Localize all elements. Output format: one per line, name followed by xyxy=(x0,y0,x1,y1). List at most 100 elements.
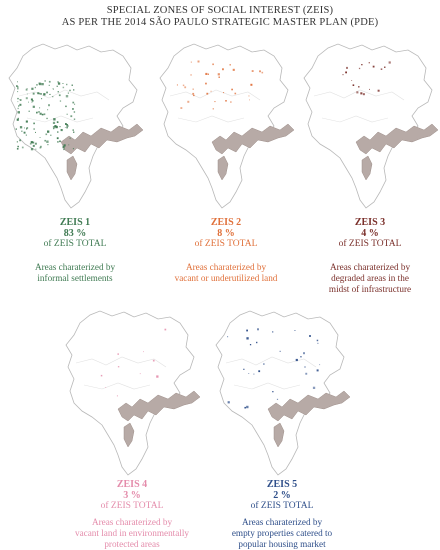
zeis-name: ZEIS 5 xyxy=(266,479,298,490)
reservoir-2 xyxy=(66,155,78,181)
zeis-area-mark xyxy=(100,374,103,377)
zeis-area-mark xyxy=(384,66,386,68)
zeis-area-mark xyxy=(26,93,28,95)
zeis-area-mark xyxy=(272,391,274,393)
zeis-area-mark xyxy=(261,71,264,74)
zeis-area-mark xyxy=(59,126,61,128)
zeis-area-mark xyxy=(193,94,195,97)
zeis-area-mark xyxy=(17,107,19,110)
zeis-area-mark xyxy=(380,68,383,70)
zeis-area-mark xyxy=(52,96,54,98)
zeis-area-mark xyxy=(38,82,41,85)
zeis-area-mark xyxy=(362,93,365,96)
zeis-area-mark xyxy=(117,353,119,355)
zeis-area-mark xyxy=(47,144,49,146)
zeis-4-description: Areas charaterized by vacant land in envi… xyxy=(57,517,207,550)
zeis-area-mark xyxy=(32,92,35,95)
zeis-4-map xyxy=(65,310,201,476)
zeis-area-mark xyxy=(249,344,252,346)
zeis-area-mark xyxy=(66,124,69,127)
reservoir-1 xyxy=(355,123,439,155)
zeis-area-mark xyxy=(263,363,265,365)
zeis-area-mark xyxy=(63,148,65,151)
zeis-area-mark xyxy=(60,129,63,132)
zeis-area-mark xyxy=(256,341,258,344)
zeis-area-mark xyxy=(56,137,59,140)
zeis-area-mark xyxy=(156,375,159,378)
zeis-area-mark xyxy=(28,110,30,112)
zeis-area-mark xyxy=(56,85,58,87)
zeis-area-mark xyxy=(206,92,209,95)
zeis-area-mark xyxy=(229,64,231,66)
zeis-area-mark xyxy=(26,88,28,90)
zeis-area-mark xyxy=(35,148,37,150)
zeis-area-mark xyxy=(182,84,185,87)
zeis-area-mark xyxy=(305,372,308,375)
zeis-area-mark xyxy=(56,121,59,123)
zeis-area-mark xyxy=(279,350,281,352)
district-lines xyxy=(225,356,317,390)
zeis-3-map xyxy=(303,43,439,209)
zeis-3-description: Areas charaterized by degraded areas in t… xyxy=(295,262,440,295)
zeis-area-mark xyxy=(19,103,22,106)
zeis-area-mark xyxy=(258,370,261,373)
reservoir-1 xyxy=(211,123,295,155)
zeis-area-mark xyxy=(37,92,40,95)
description-line: empty properties catered to xyxy=(231,528,333,538)
zeis-area-mark xyxy=(212,108,214,110)
zeis-total-label: of ZEIS TOTAL xyxy=(100,501,164,511)
zeis-area-mark xyxy=(32,144,35,147)
zeis-area-mark xyxy=(36,111,38,114)
zeis-area-mark xyxy=(276,398,279,400)
zeis-area-mark xyxy=(15,128,17,130)
zeis-area-mark xyxy=(19,99,21,101)
zeis-area-mark xyxy=(48,80,51,83)
zeis-area-mark xyxy=(176,84,178,86)
zeis-area-mark xyxy=(25,97,28,100)
zeis-1-caption: ZEIS 1 83 % of ZEIS TOTAL xyxy=(0,217,150,250)
zeis-area-mark xyxy=(17,87,19,90)
zeis-area-mark xyxy=(69,137,71,139)
zeis-area-mark xyxy=(66,83,68,86)
zeis-percent: 4 % xyxy=(361,227,379,239)
zeis-total-label: of ZEIS TOTAL xyxy=(194,239,258,249)
zeis-total-label: of ZEIS TOTAL xyxy=(43,239,107,249)
zeis-area-mark xyxy=(30,98,33,101)
zeis-5-description: Areas charaterized by empty properties ca… xyxy=(207,517,357,550)
zeis-area-mark xyxy=(48,84,50,86)
zeis-area-mark xyxy=(67,92,69,94)
zeis-area-mark xyxy=(225,100,227,102)
zeis-area-mark xyxy=(316,339,319,342)
description-line: midst of infrastructure xyxy=(328,284,412,294)
zeis-area-mark xyxy=(18,105,20,107)
description-line: popular housing market xyxy=(238,539,326,549)
zeis-area-mark xyxy=(52,88,54,90)
zeis-area-mark xyxy=(248,95,250,97)
zeis-area-mark xyxy=(73,111,76,113)
zeis-area-mark xyxy=(21,130,23,132)
zeis-area-mark xyxy=(58,94,61,97)
zeis-area-mark xyxy=(303,352,305,355)
zeis-area-mark xyxy=(212,63,214,66)
zeis-area-mark xyxy=(259,70,261,73)
zeis-area-mark xyxy=(205,72,208,75)
zeis-area-mark xyxy=(295,358,298,362)
zeis-area-mark xyxy=(246,329,248,332)
zeis-area-mark xyxy=(304,366,306,368)
zeis-area-mark xyxy=(210,90,212,92)
zeis-area-mark xyxy=(33,122,35,125)
zeis-area-mark xyxy=(46,91,48,94)
zeis-area-mark xyxy=(368,62,370,64)
zeis-area-mark xyxy=(50,134,52,136)
zeis-area-mark xyxy=(116,395,118,397)
description-line: degraded areas in the xyxy=(331,273,409,283)
zeis-name: ZEIS 3 xyxy=(354,217,386,228)
description-line: Areas charaterized by xyxy=(241,517,323,527)
zeis-area-mark xyxy=(17,91,19,93)
district-lines xyxy=(75,356,167,390)
zeis-area-mark xyxy=(388,61,391,64)
zeis-area-mark xyxy=(249,99,250,101)
zeis-area-mark xyxy=(65,123,67,125)
zeis-area-mark xyxy=(65,105,67,108)
zeis-area-mark xyxy=(246,337,249,340)
